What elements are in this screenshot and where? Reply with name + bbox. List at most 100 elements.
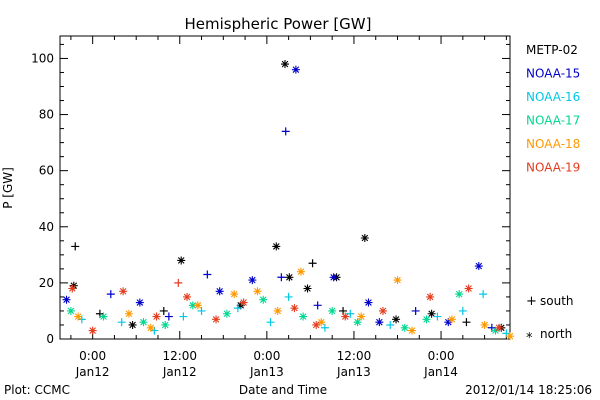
point-noaa-19-south [174,278,183,287]
point-noaa-18-north [193,301,202,310]
point-noaa-16-south [266,318,275,327]
point-noaa-18-north [447,315,456,324]
point-noaa-19-north [68,284,77,293]
point-noaa-18-north [506,332,514,341]
data-points [62,60,514,341]
point-noaa-19-north [152,312,161,321]
footer-right: 2012/01/14 18:25:06 [465,383,592,397]
point-noaa-18-north [273,306,282,315]
point-noaa-17-north [259,295,268,304]
x-axis-label: Date and Time [239,383,327,397]
x-tick-date-label: Jan12 [162,365,197,379]
point-noaa-16-south [479,290,488,299]
series-legend: METP-02 NOAA-15 NOAA-16 NOAA-17 NOAA-18 NOAA-… [526,43,580,175]
point-noaa-18-north [357,312,366,321]
y-axis-ticks: 0 20 40 60 80 100 [31,43,510,346]
point-noaa-15-north [215,287,224,296]
marker-legend-symbol-north: * [526,331,533,346]
y-tick-label: 20 [39,276,54,290]
point-noaa-18-north [253,287,262,296]
point-noaa-15-south [411,306,420,315]
marker-legend: + south * north [526,294,574,346]
point-noaa-15-south [203,270,212,279]
point-noaa-15-north [291,65,300,74]
point-noaa-19-north [212,315,221,324]
point-noaa-18-north [296,267,305,276]
point-noaa-15-north [135,298,144,307]
legend-entry-metp-02: METP-02 [526,43,578,57]
point-noaa-19-north [119,287,128,296]
x-tick-time-label: 0:00 [253,349,280,363]
point-noaa-16-south [233,304,242,313]
point-noaa-17-north [139,318,148,327]
point-noaa-16-south [386,320,395,329]
point-noaa-17-north [66,306,75,315]
point-noaa-17-north [455,290,464,299]
y-tick-label: 0 [46,332,54,346]
point-metp-02-north [177,256,186,265]
legend-entry-noaa-17: NOAA-17 [526,114,580,128]
point-metp-02-north [303,284,312,293]
point-noaa-17-north [299,312,308,321]
y-axis-label: P [GW] [1,167,15,209]
x-tick-time-label: 12:00 [162,349,197,363]
point-noaa-15-north [375,318,384,327]
x-tick-time-label: 12:00 [337,349,372,363]
point-noaa-19-north [495,323,504,332]
point-noaa-17-north [422,315,431,324]
point-noaa-18-north [393,276,402,285]
point-metp-02-north [128,320,137,329]
plot-frame [59,35,511,340]
point-noaa-16-south [320,323,329,332]
x-tick-date-label: Jan13 [336,365,371,379]
legend-entry-noaa-18: NOAA-18 [526,137,580,151]
x-tick-time-label: 0:00 [428,349,455,363]
point-noaa-16-south [117,318,126,327]
point-noaa-15-north [474,262,483,271]
legend-entry-noaa-19: NOAA-19 [526,161,580,175]
y-tick-label: 100 [31,51,54,65]
y-tick-label: 40 [39,220,54,234]
point-noaa-15-north [444,318,453,327]
point-noaa-17-north [222,309,231,318]
point-noaa-19-north [426,292,435,301]
point-metp-02-north [285,273,294,282]
point-noaa-15-north [248,276,257,285]
point-noaa-17-north [400,323,409,332]
point-metp-02-north [69,281,78,290]
point-noaa-19-north [88,326,97,335]
point-metp-02-north [272,242,281,251]
y-tick-label: 80 [39,108,54,122]
marker-legend-symbol-south: + [526,294,537,309]
point-noaa-16-south [433,312,442,321]
point-noaa-17-north [161,320,170,329]
legend-entry-noaa-16: NOAA-16 [526,90,580,104]
point-noaa-17-north [188,301,197,310]
point-noaa-18-north [146,323,155,332]
point-noaa-18-north [317,318,326,327]
point-metp-02-south [308,259,317,268]
point-metp-02-south [71,242,80,251]
footer-left: Plot: CCMC [4,383,70,397]
point-noaa-19-north [464,284,473,293]
y-tick-label: 60 [39,164,54,178]
point-noaa-15-south [281,127,290,136]
point-metp-02-north [360,234,369,242]
x-tick-time-label: 0:00 [79,349,106,363]
point-noaa-15-south [313,301,322,310]
point-noaa-15-north [62,295,71,304]
point-noaa-18-north [230,290,239,299]
point-noaa-19-north [290,304,299,313]
point-noaa-17-north [99,312,108,321]
point-noaa-18-north [480,320,489,329]
point-noaa-19-north [183,292,192,301]
x-tick-date-label: Jan12 [75,365,110,379]
chart-title: Hemispheric Power [GW] [185,15,372,33]
point-noaa-15-south [106,290,115,299]
point-noaa-16-south [284,292,293,301]
point-noaa-19-north [378,306,387,315]
point-noaa-16-south [179,312,188,321]
marker-legend-label-south: south [540,294,574,308]
point-noaa-17-north [491,326,500,335]
point-noaa-18-north [124,309,133,318]
